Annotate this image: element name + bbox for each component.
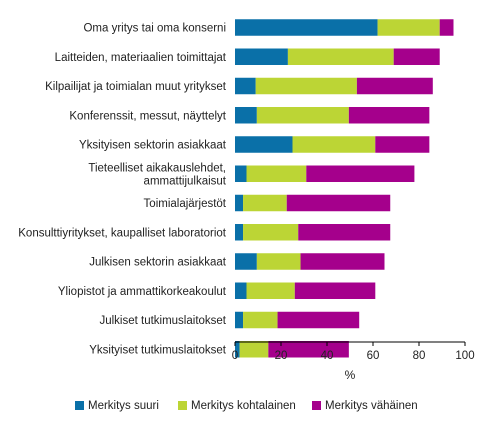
bar-segment-7-1 bbox=[235, 194, 244, 212]
category-label: Julkisen sektorin asiakkaat bbox=[89, 257, 227, 269]
bar-segment-3-3 bbox=[356, 77, 433, 95]
bar-segment-12-1 bbox=[235, 341, 240, 358]
legend-label: Merkitys kohtalainen bbox=[191, 400, 296, 412]
x-tick-label: 40 bbox=[321, 350, 334, 362]
bar-segment-5-3 bbox=[375, 136, 430, 153]
bar-segment-1-1 bbox=[235, 19, 378, 36]
bar-segment-9-3 bbox=[300, 253, 385, 270]
bar-segment-10-2 bbox=[246, 282, 295, 299]
category-label: Yliopistot ja ammattikorkeakoulut bbox=[58, 286, 227, 298]
bar-segment-8-1 bbox=[235, 224, 244, 241]
bar-segment-6-3 bbox=[306, 165, 415, 182]
bar-segment-4-3 bbox=[348, 107, 430, 124]
x-tick-label: 0 bbox=[232, 350, 238, 362]
bar-segment-7-2 bbox=[243, 194, 287, 212]
category-label: Kilpailijat ja toimialan muut yritykset bbox=[45, 81, 227, 93]
bar-segment-1-3 bbox=[439, 19, 454, 36]
bar-segment-12-3 bbox=[268, 341, 349, 358]
category-label: Yksityiset tutkimuslaitokset bbox=[89, 344, 227, 356]
category-label: Yksityisen sektorin asiakkaat bbox=[79, 140, 227, 152]
legend-label: Merkitys suuri bbox=[88, 400, 159, 412]
category-label-line: Tieteelliset aikakauslehdet, bbox=[88, 162, 226, 174]
x-tick-label: 60 bbox=[367, 350, 380, 362]
bar-segment-2-2 bbox=[287, 48, 394, 65]
category-label: Julkiset tutkimuslaitokset bbox=[99, 315, 226, 327]
bar-segment-7-3 bbox=[286, 194, 391, 212]
category-label: Tieteelliset aikakauslehdet, ammattijulka… bbox=[88, 162, 226, 187]
bar-segment-2-1 bbox=[235, 48, 288, 65]
bar-segment-12-2 bbox=[239, 341, 269, 358]
bar-segment-10-3 bbox=[294, 282, 376, 299]
category-label: Toimialajärjestöt bbox=[144, 198, 227, 210]
bar-segment-11-3 bbox=[277, 311, 360, 329]
bar-segment-6-2 bbox=[246, 165, 307, 182]
legend-swatch bbox=[178, 401, 187, 410]
bar-segment-5-1 bbox=[235, 136, 293, 153]
category-label: Oma yritys tai oma konserni bbox=[83, 23, 226, 35]
bar-segment-8-2 bbox=[243, 224, 299, 241]
legend-swatch bbox=[312, 401, 321, 410]
category-labels: Oma yritys tai oma konserni Laitteiden, m… bbox=[18, 23, 227, 357]
bar-segment-3-1 bbox=[235, 77, 256, 95]
bar-segment-1-2 bbox=[377, 19, 440, 36]
legend-swatch bbox=[75, 401, 84, 410]
x-tick-label: 80 bbox=[413, 350, 426, 362]
category-label: Konferenssit, messut, näyttelyt bbox=[69, 110, 226, 122]
x-tick-label: 100 bbox=[455, 350, 474, 362]
bars-layer bbox=[235, 19, 454, 358]
legend: Merkitys suuri Merkitys kohtalainen Merkit… bbox=[75, 400, 418, 412]
category-label-line: ammattijulkaisut bbox=[144, 175, 227, 187]
x-axis: 0 20 40 60 80 100 bbox=[232, 341, 475, 362]
x-tick-label: 20 bbox=[275, 350, 288, 362]
bar-segment-4-2 bbox=[256, 107, 349, 124]
category-label: Laitteiden, materiaalien toimittajat bbox=[55, 52, 227, 64]
bar-segment-4-1 bbox=[235, 107, 257, 124]
bar-segment-11-1 bbox=[235, 311, 244, 329]
bar-segment-9-1 bbox=[235, 253, 257, 270]
category-label: Konsulttiyritykset, kaupalliset laborato… bbox=[18, 227, 227, 239]
bar-segment-10-1 bbox=[235, 282, 247, 299]
bar-segment-3-2 bbox=[255, 77, 357, 95]
bar-segment-8-3 bbox=[298, 224, 391, 241]
bar-segment-2-3 bbox=[393, 48, 440, 65]
bar-segment-5-2 bbox=[292, 136, 376, 153]
bar-segment-9-2 bbox=[256, 253, 301, 270]
legend-label: Merkitys vähäinen bbox=[325, 400, 418, 412]
bar-segment-6-1 bbox=[235, 165, 247, 182]
bar-segment-11-2 bbox=[243, 311, 278, 329]
x-axis-title: % bbox=[345, 368, 356, 382]
